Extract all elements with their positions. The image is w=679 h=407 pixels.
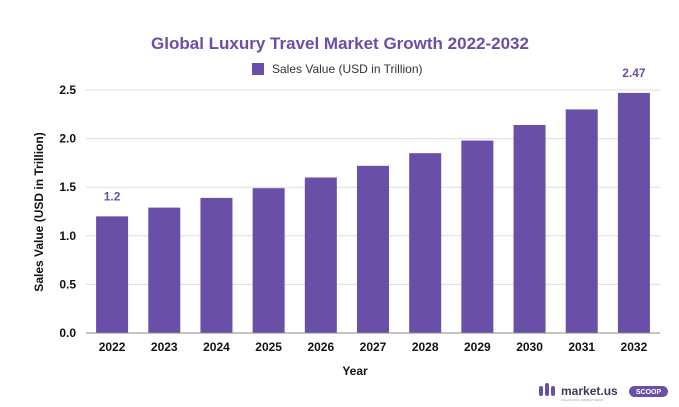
chart-title: Global Luxury Travel Market Growth 2022-… bbox=[151, 34, 529, 53]
x-tick-label: 2024 bbox=[203, 340, 230, 354]
bar-2026 bbox=[304, 177, 337, 333]
bar-2023 bbox=[148, 207, 181, 333]
y-tick-label: 2.0 bbox=[59, 132, 76, 146]
data-label-2032: 2.47 bbox=[622, 66, 646, 80]
y-axis-ticks: 0.0 0.5 1.0 1.5 2.0 2.5 bbox=[59, 83, 76, 340]
bar-2029 bbox=[461, 140, 494, 333]
brand-logo: market.us SCOOP ASIA PACIFIC MARKET NEWS bbox=[539, 383, 668, 402]
legend-label: Sales Value (USD in Trillion) bbox=[272, 62, 423, 76]
data-labels: 1.2 2.47 bbox=[104, 66, 646, 203]
y-tick-label: 1.5 bbox=[59, 180, 76, 194]
x-tick-label: 2032 bbox=[621, 340, 648, 354]
bar-2022 bbox=[96, 216, 129, 333]
scoop-badge bbox=[629, 386, 668, 397]
y-tick-label: 2.5 bbox=[59, 83, 76, 97]
x-tick-label: 2030 bbox=[516, 340, 543, 354]
y-tick-label: 1.0 bbox=[59, 229, 76, 243]
x-tick-label: 2029 bbox=[464, 340, 491, 354]
x-tick-label: 2025 bbox=[255, 340, 282, 354]
legend-swatch bbox=[252, 63, 264, 75]
x-tick-label: 2028 bbox=[412, 340, 439, 354]
bar-2030 bbox=[513, 124, 546, 333]
brand-tagline: ASIA PACIFIC MARKET NEWS bbox=[561, 398, 603, 402]
y-axis-title: Sales Value (USD in Trillion) bbox=[32, 132, 46, 291]
bar-2027 bbox=[357, 165, 389, 333]
y-tick-label: 0.5 bbox=[59, 277, 76, 291]
bar-2028 bbox=[409, 153, 442, 333]
bars bbox=[96, 92, 650, 333]
x-tick-label: 2023 bbox=[151, 340, 178, 354]
x-axis-ticks: 2022 2023 2024 2025 2026 2027 2028 2029 2030 2031… bbox=[99, 340, 648, 354]
x-tick-label: 2026 bbox=[307, 340, 334, 354]
bar-2031 bbox=[565, 109, 598, 333]
bar-2025 bbox=[252, 188, 285, 333]
legend: Sales Value (USD in Trillion) bbox=[252, 62, 423, 76]
x-axis-title: Year bbox=[342, 364, 368, 378]
x-tick-label: 2031 bbox=[568, 340, 595, 354]
x-tick-label: 2027 bbox=[360, 340, 387, 354]
data-label-2022: 1.2 bbox=[104, 189, 121, 203]
brand-name: market.us bbox=[561, 384, 618, 398]
bar-2032 bbox=[617, 92, 650, 333]
y-tick-label: 0.0 bbox=[59, 326, 76, 340]
market-us-logo-icon bbox=[539, 383, 555, 396]
scoop-badge-text: SCOOP bbox=[636, 389, 662, 396]
x-tick-label: 2022 bbox=[99, 340, 126, 354]
bar-2024 bbox=[200, 197, 233, 333]
